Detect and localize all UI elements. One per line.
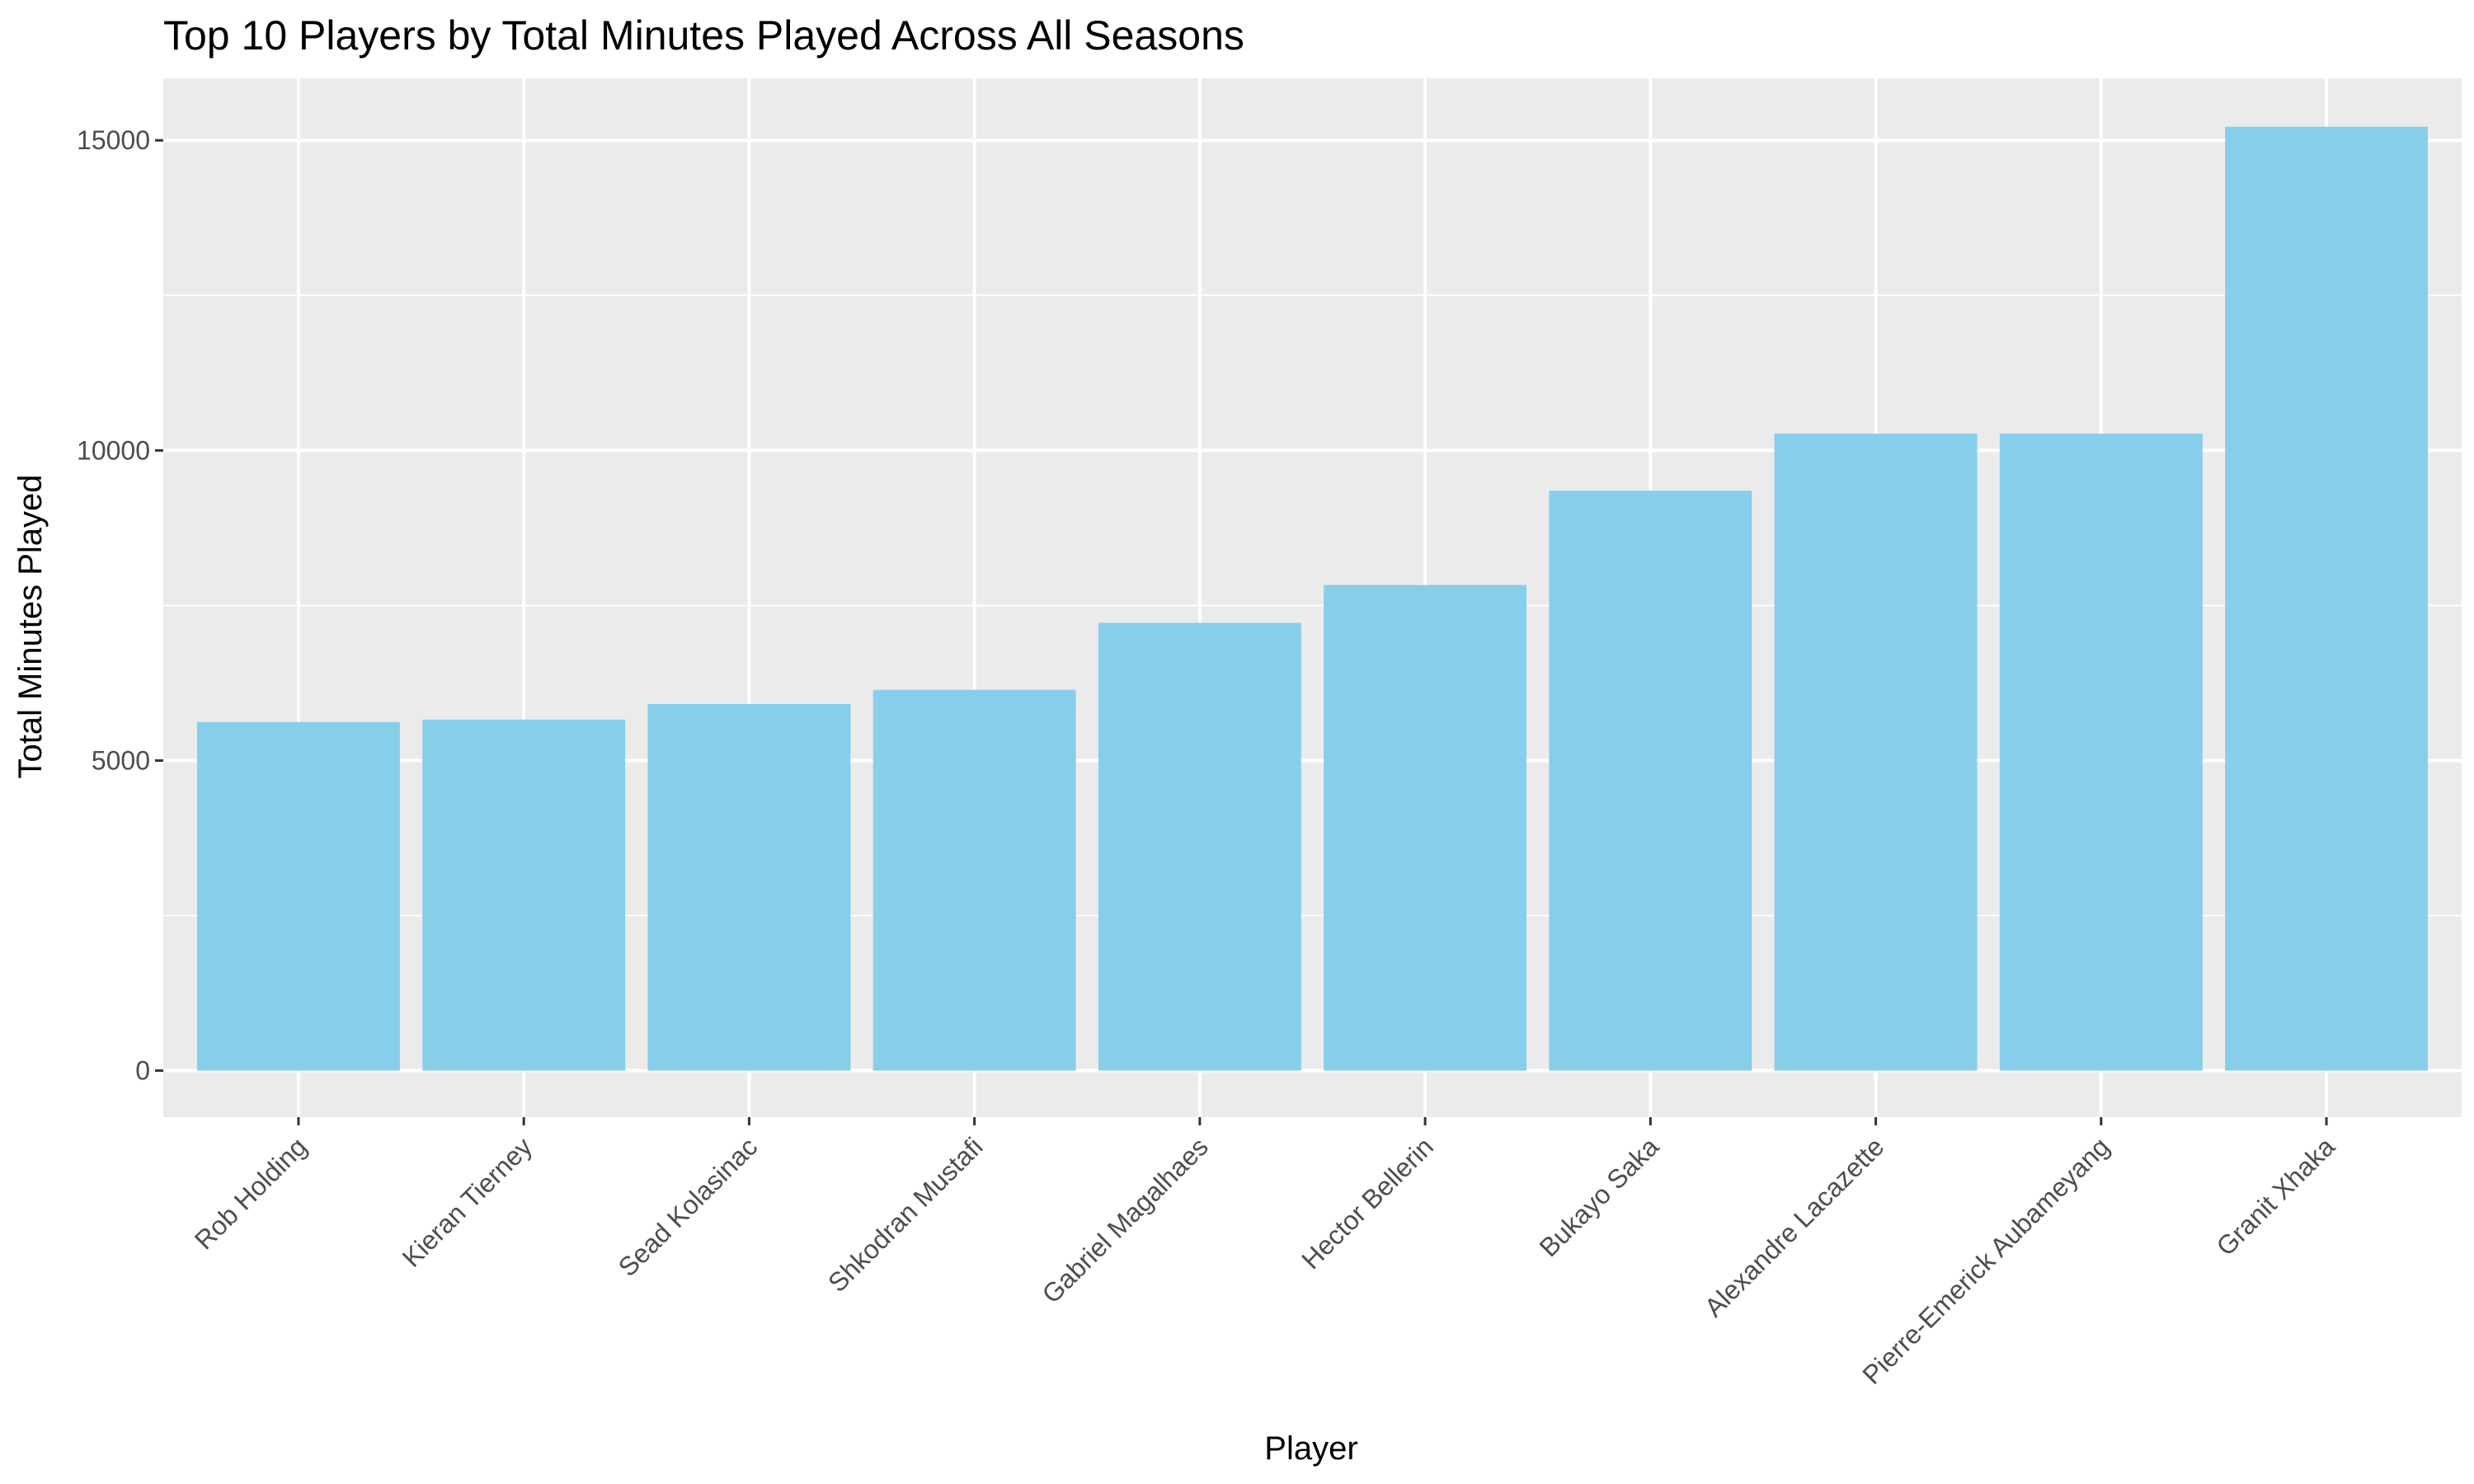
x-tick-label: Pierre-Emerick Aubameyang: [1856, 1131, 2114, 1389]
bar: [872, 689, 1076, 1071]
bar: [1549, 491, 1752, 1071]
bar: [1098, 622, 1301, 1071]
x-tick-label: Granit Xhaka: [2210, 1131, 2340, 1261]
chart-title: Top 10 Players by Total Minutes Played A…: [163, 12, 1244, 59]
x-tick-label: Kieran Tierney: [397, 1131, 538, 1272]
y-tick-label: 10000: [77, 435, 150, 465]
y-axis-title: Total Minutes Played: [12, 474, 49, 778]
bar: [1999, 434, 2203, 1071]
x-tick-label: Bukayo Saka: [1534, 1131, 1665, 1262]
y-tick-label: 15000: [77, 125, 150, 155]
bar: [647, 704, 851, 1071]
bars: [196, 126, 2429, 1071]
bar: [422, 719, 626, 1071]
x-axis: Rob Holding Kieran Tierney Sead Kolasinac S…: [189, 1117, 2340, 1390]
x-tick-label: Rob Holding: [189, 1131, 313, 1255]
y-tick-label: 5000: [92, 745, 150, 775]
bar: [1774, 434, 1978, 1071]
bar: [1324, 585, 1527, 1071]
x-tick-label: Sead Kolasinac: [613, 1131, 764, 1282]
x-tick-label: Alexandre Lacazette: [1699, 1131, 1890, 1322]
y-tick-label: 0: [135, 1056, 150, 1086]
x-tick-label: Gabriel Magalhaes: [1036, 1131, 1213, 1308]
x-tick-label: Shkodran Mustafi: [822, 1131, 989, 1298]
bar: [196, 721, 400, 1071]
x-tick-label: Hector Bellerin: [1296, 1131, 1439, 1275]
x-axis-title: Player: [1264, 1430, 1357, 1467]
bar: [2225, 126, 2429, 1071]
y-axis: 0 5000 10000 15000: [77, 125, 163, 1086]
